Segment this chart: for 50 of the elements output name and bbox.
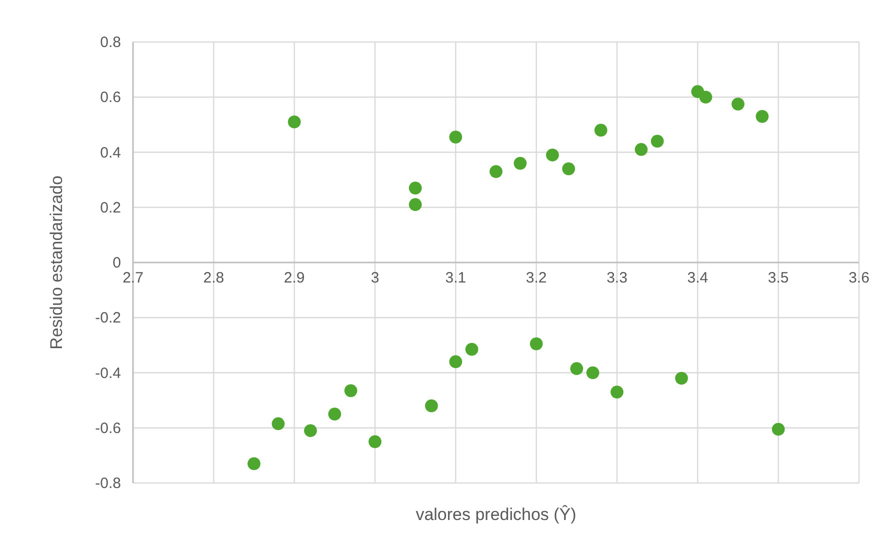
- point: [650, 134, 664, 148]
- point: [732, 98, 744, 110]
- x-tick-label: 3.5: [768, 270, 789, 286]
- y-tick-label: 0.4: [100, 144, 121, 162]
- y-tick-label: -0.4: [95, 364, 121, 382]
- point: [304, 424, 317, 438]
- y-tick-label: 0.2: [100, 199, 121, 216]
- point: [272, 417, 285, 430]
- x-tick-label: 2.8: [203, 270, 224, 286]
- y-tick-label: 0.8: [100, 34, 121, 51]
- point: [530, 337, 543, 350]
- x-tick-label: 2.9: [284, 270, 305, 286]
- x-tick-label: 3.1: [445, 270, 466, 286]
- x-tick-label: 3.6: [848, 270, 870, 286]
- point: [288, 116, 301, 128]
- x-tick-label: 3.3: [606, 270, 628, 286]
- y-tick-label: -0.6: [95, 420, 121, 437]
- x-tick-label: 3: [370, 270, 380, 286]
- point: [490, 165, 502, 178]
- point: [594, 124, 608, 137]
- point: [328, 408, 342, 421]
- point: [634, 143, 648, 156]
- point: [756, 110, 769, 123]
- point: [248, 457, 260, 470]
- y-tick-label: -0.8: [95, 475, 121, 492]
- x-tick-label: 3.2: [526, 270, 547, 286]
- point: [699, 90, 712, 104]
- x-axis-title: valores predichos (Ŷ): [416, 505, 576, 524]
- point: [425, 399, 438, 412]
- x-tick-label: 3.4: [687, 270, 708, 286]
- point: [570, 362, 584, 376]
- point: [449, 130, 462, 144]
- point: [449, 355, 462, 368]
- point: [408, 198, 422, 212]
- point: [514, 156, 527, 170]
- point: [675, 372, 688, 385]
- point: [610, 386, 624, 398]
- point: [772, 422, 785, 436]
- point: [465, 342, 478, 356]
- point: [586, 366, 600, 380]
- x-tick-label: 2.7: [122, 270, 144, 286]
- point: [546, 148, 559, 162]
- y-axis-title: Residuo estandarizado: [47, 176, 66, 350]
- point: [344, 384, 358, 398]
- y-tick-label: 0: [112, 254, 121, 272]
- y-tick-label: -0.2: [95, 310, 121, 327]
- point: [368, 435, 382, 448]
- point: [562, 162, 576, 176]
- y-tick-label: 0.6: [100, 89, 121, 106]
- point: [408, 182, 422, 194]
